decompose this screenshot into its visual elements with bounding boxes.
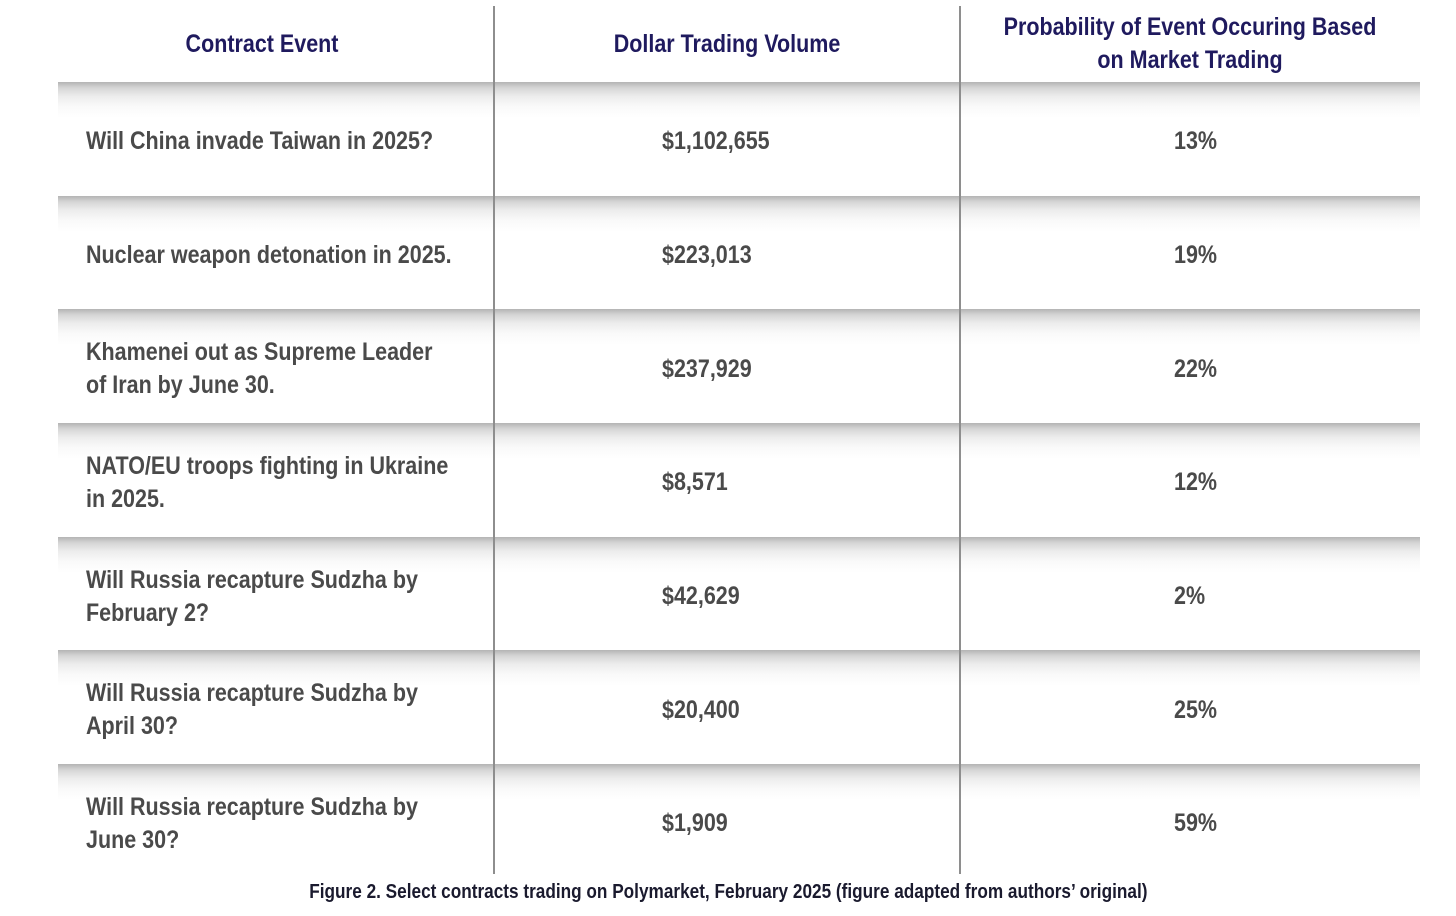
table-row: Will Russia recapture Sudzha by June 30?… xyxy=(58,764,1420,878)
volume-cell: $8,571 xyxy=(662,468,728,497)
probability-cell: 25% xyxy=(1174,695,1218,724)
event-cell: Nuclear weapon detonation in 2025. xyxy=(86,241,452,270)
volume-cell: $20,400 xyxy=(662,695,740,724)
table-header: Contract Event Dollar Trading Volume Pro… xyxy=(58,6,1420,82)
volume-cell: $1,909 xyxy=(662,809,728,838)
probability-cell: 13% xyxy=(1174,127,1218,156)
event-cell: NATO/EU troops fighting in Ukraine in 20… xyxy=(86,451,449,513)
column-divider xyxy=(493,6,495,874)
event-cell: Will Russia recapture Sudzha by June 30? xyxy=(86,792,418,854)
header-contract-event: Contract Event xyxy=(185,29,339,58)
volume-cell: $237,929 xyxy=(662,354,752,383)
table-body: Will China invade Taiwan in 2025? $1,102… xyxy=(58,82,1420,878)
header-dollar-trading-volume: Dollar Trading Volume xyxy=(613,29,841,58)
header-probability: Probability of Event Occuring Based on M… xyxy=(1003,13,1377,74)
probability-cell: 22% xyxy=(1174,354,1218,383)
probability-cell: 12% xyxy=(1174,468,1218,497)
table-row: Will Russia recapture Sudzha by April 30… xyxy=(58,650,1420,765)
volume-cell: $42,629 xyxy=(662,582,740,611)
table-row: Khamenei out as Supreme Leader of Iran b… xyxy=(58,309,1420,424)
event-cell: Will Russia recapture Sudzha by February… xyxy=(86,565,418,627)
probability-cell: 19% xyxy=(1174,241,1218,270)
volume-cell: $223,013 xyxy=(662,241,752,270)
event-cell: Will China invade Taiwan in 2025? xyxy=(86,127,434,156)
probability-cell: 59% xyxy=(1174,809,1218,838)
probability-cell: 2% xyxy=(1174,582,1206,611)
table-row: Nuclear weapon detonation in 2025. $223,… xyxy=(58,195,1420,310)
event-cell: Will Russia recapture Sudzha by April 30… xyxy=(86,679,418,741)
figure-caption: Figure 2. Select contracts trading on Po… xyxy=(308,881,1148,903)
table-row: NATO/EU troops fighting in Ukraine in 20… xyxy=(58,423,1420,537)
event-cell: Khamenei out as Supreme Leader of Iran b… xyxy=(86,338,433,400)
column-divider xyxy=(959,6,961,874)
volume-cell: $1,102,655 xyxy=(662,127,770,156)
contracts-table: Contract Event Dollar Trading Volume Pro… xyxy=(58,6,1420,878)
table-row: Will China invade Taiwan in 2025? $1,102… xyxy=(58,82,1420,196)
table-row: Will Russia recapture Sudzha by February… xyxy=(58,536,1420,651)
